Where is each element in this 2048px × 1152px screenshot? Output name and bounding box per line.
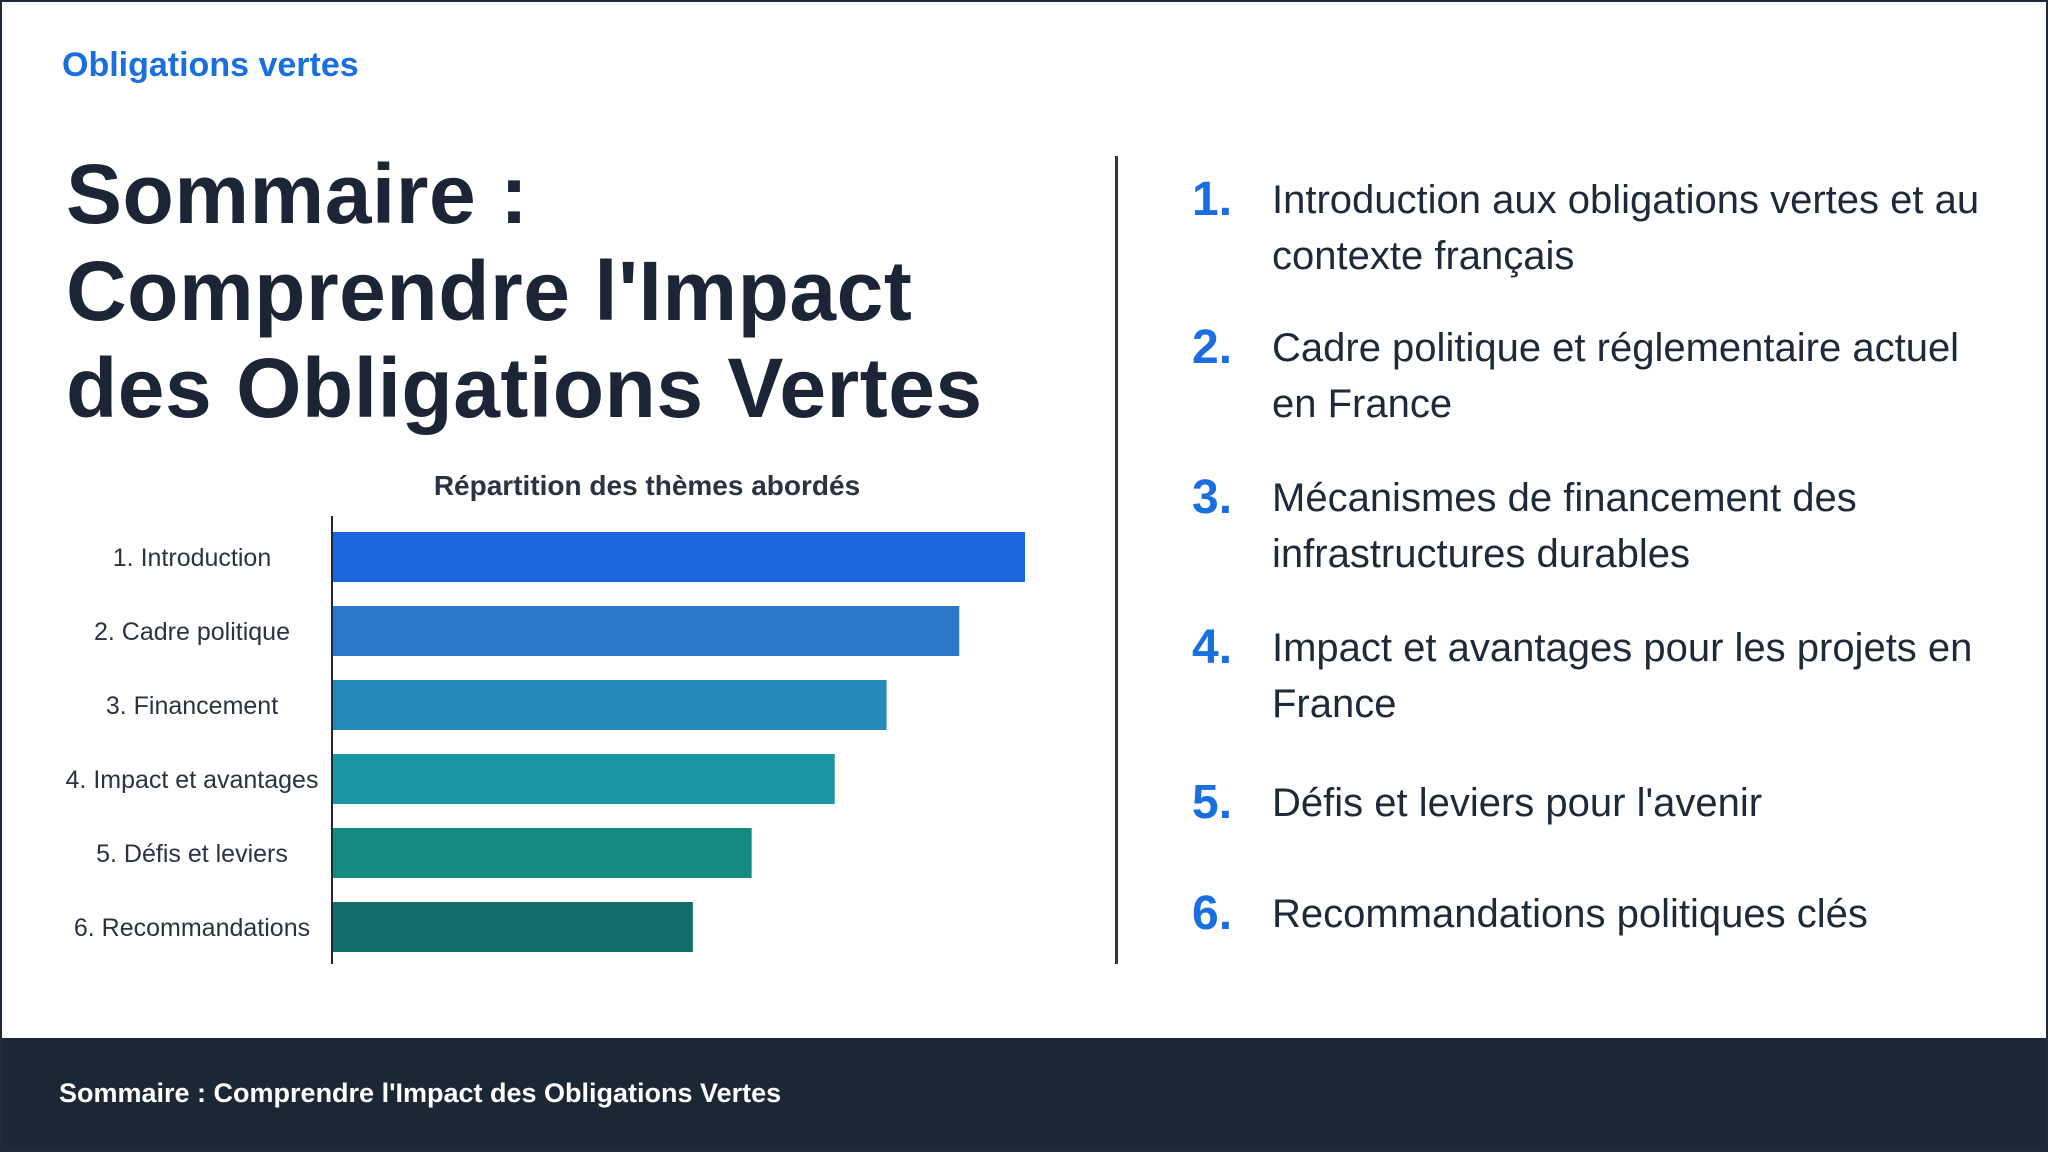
category-label-3: 3. Financement — [106, 692, 278, 720]
category-label-2: 2. Cadre politique — [94, 618, 290, 646]
agenda-text: Introduction aux obligations vertes et a… — [1272, 178, 1980, 278]
agenda-item-3: 3. Mécanismes de financement des infrastr… — [1192, 470, 1992, 582]
footer-title: Sommaire : Comprendre l'Impact des Oblig… — [59, 1078, 782, 1108]
vertical-divider — [1115, 156, 1118, 964]
agenda-text: Impact et avantages pour les projets en … — [1272, 626, 1973, 726]
footer-bar: Sommaire : Comprendre l'Impact des Oblig… — [2, 1038, 2046, 1150]
category-label-4: 4. Impact et avantages — [66, 766, 319, 794]
bar-2 — [333, 606, 960, 656]
bar-3 — [333, 680, 887, 730]
agenda-number: 2. — [1192, 321, 1233, 374]
bar-1 — [333, 532, 1025, 582]
agenda-number: 6. — [1192, 887, 1233, 940]
agenda-number: 3. — [1192, 471, 1233, 524]
agenda-item-5: 5. Défis et leviers pour l'avenir — [1192, 775, 1992, 831]
page-title: Sommaire : Comprendre l'Impact des Oblig… — [66, 147, 983, 435]
bar-chart: 1. Introduction 2. Cadre politique 3. Fina… — [66, 516, 1025, 964]
bar-6 — [333, 902, 693, 952]
bar-4 — [333, 754, 835, 804]
agenda-item-2: 2. Cadre politique et réglementaire actue… — [1192, 320, 1992, 432]
agenda-number: 4. — [1192, 621, 1233, 674]
agenda-number: 5. — [1192, 776, 1233, 829]
agenda-text: Cadre politique et réglementaire actuel … — [1272, 326, 1960, 426]
agenda-item-4: 4. Impact et avantages pour les projets e… — [1192, 620, 1992, 732]
agenda-text: Mécanismes de financement des infrastruc… — [1272, 476, 1857, 576]
agenda-item-6: 6. Recommandations politiques clés — [1192, 886, 1992, 942]
agenda-number: 1. — [1192, 173, 1233, 226]
agenda-item-1: 1. Introduction aux obligations vertes et… — [1192, 172, 1992, 284]
agenda-text: Recommandations politiques clés — [1272, 892, 1868, 936]
bar-5 — [333, 828, 752, 878]
category-label-5: 5. Défis et leviers — [96, 840, 288, 868]
agenda-text: Défis et leviers pour l'avenir — [1272, 781, 1763, 825]
category-label-1: 1. Introduction — [113, 544, 271, 572]
category-label-6: 6. Recommandations — [74, 914, 310, 942]
section-kicker: Obligations vertes — [62, 46, 359, 84]
chart-title: Répartition des thèmes abordés — [433, 470, 861, 501]
